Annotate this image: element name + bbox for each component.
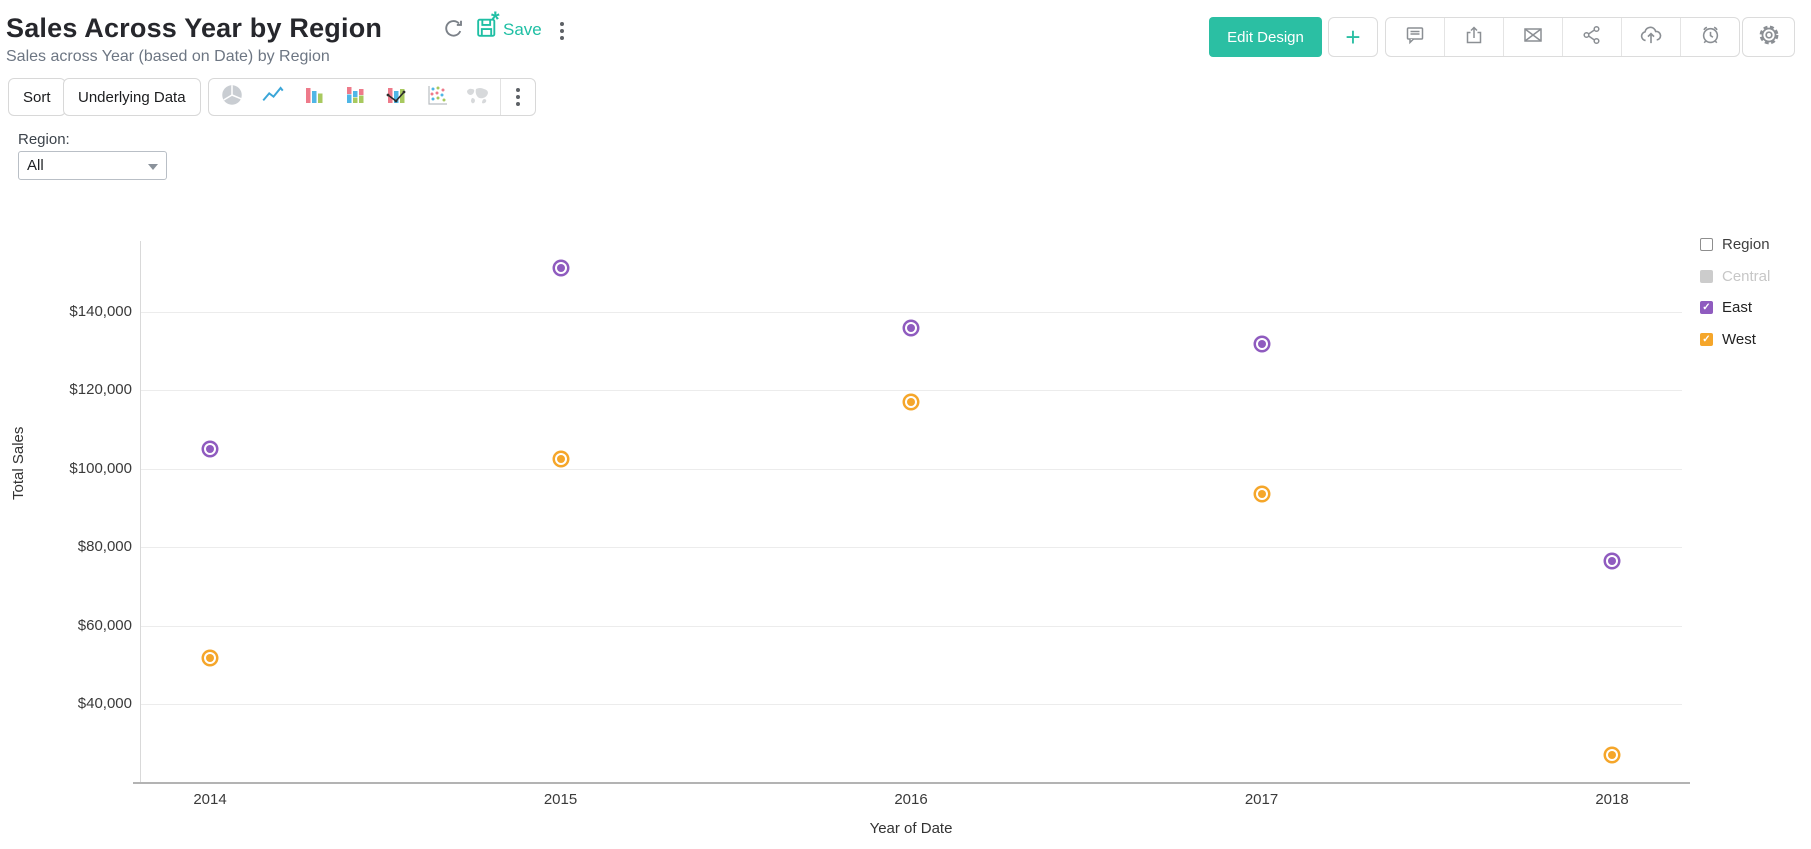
data-point-east[interactable] (1608, 556, 1616, 565)
sort-button[interactable]: Sort (8, 78, 66, 116)
comment-button[interactable] (1386, 18, 1444, 56)
legend-item-east[interactable]: ✓ East (1700, 299, 1752, 316)
y-tick-label: $100,000 (69, 459, 132, 477)
y-tick-label: $60,000 (77, 616, 132, 634)
data-point-east[interactable] (556, 263, 565, 272)
comment-icon (1403, 23, 1427, 52)
save-icon: * (474, 7, 500, 45)
stacked-bar-button[interactable] (334, 79, 375, 115)
legend-checkbox[interactable]: ✓ (1700, 332, 1713, 346)
y-tick-label: $80,000 (77, 538, 132, 556)
export-button[interactable] (1444, 18, 1503, 56)
settings-icon (1756, 22, 1782, 53)
legend-item-label: Central (1722, 267, 1771, 285)
save-button[interactable]: * Save (474, 7, 542, 45)
line-chart-button[interactable] (252, 79, 293, 115)
underlying-data-button[interactable]: Underlying Data (63, 78, 201, 116)
divider (500, 79, 501, 115)
map-chart-button[interactable] (457, 79, 498, 115)
map-chart-icon (464, 83, 492, 112)
y-tick-label: $120,000 (69, 381, 132, 399)
refresh-button[interactable] (437, 16, 469, 48)
scatter-chart-icon (425, 83, 449, 112)
y-gridline (140, 390, 1682, 392)
email-icon (1521, 23, 1545, 52)
line-chart-icon (260, 82, 286, 113)
y-axis-line (140, 241, 141, 783)
chart-type-more-menu[interactable] (503, 79, 533, 115)
x-axis-line (133, 782, 1690, 784)
data-point-east[interactable] (1257, 340, 1266, 349)
legend-item-west[interactable]: ✓ West (1700, 331, 1756, 348)
chart-type-switcher (208, 78, 536, 116)
x-tick-label: 2015 (543, 791, 578, 808)
alert-button[interactable] (1680, 18, 1739, 56)
chevron-down-icon (148, 164, 158, 170)
filter-label: Region: (18, 131, 70, 148)
stacked-bar-icon (343, 83, 367, 112)
refresh-icon (441, 17, 466, 47)
data-point-west[interactable] (907, 398, 915, 407)
edit-design-button[interactable]: Edit Design (1209, 17, 1322, 57)
pie-chart-button[interactable] (211, 79, 252, 115)
add-button[interactable]: + (1328, 17, 1378, 57)
legend-title-row[interactable]: Region (1700, 236, 1770, 253)
legend-item-central[interactable]: Central (1700, 268, 1770, 285)
data-point-west[interactable] (556, 454, 565, 463)
legend-checkbox[interactable] (1700, 269, 1713, 283)
region-filter-value: All (27, 157, 44, 174)
region-filter-select[interactable]: All (18, 151, 167, 180)
legend-item-label: West (1722, 330, 1756, 348)
y-gridline (140, 625, 1682, 627)
y-gridline (140, 311, 1682, 313)
data-point-west[interactable] (1257, 490, 1266, 499)
legend-item-label: East (1722, 299, 1753, 316)
pie-chart-icon (219, 82, 245, 113)
x-tick-label: 2017 (1244, 791, 1279, 808)
publish-icon (1638, 22, 1664, 53)
save-label: Save (503, 20, 542, 39)
combo-chart-button[interactable] (375, 79, 416, 115)
page-subtitle: Sales across Year (based on Date) by Reg… (6, 48, 330, 65)
page-title: Sales Across Year by Region (6, 13, 383, 43)
publish-button[interactable] (1621, 18, 1680, 56)
export-icon (1462, 23, 1486, 52)
share-button[interactable] (1562, 18, 1621, 56)
share-icon (1580, 23, 1604, 52)
data-point-west[interactable] (206, 654, 214, 663)
email-button[interactable] (1503, 18, 1562, 56)
data-point-east[interactable] (206, 445, 214, 454)
bar-chart-button[interactable] (293, 79, 334, 115)
y-tick-label: $40,000 (77, 695, 132, 713)
x-tick-label: 2018 (1595, 791, 1629, 808)
header-action-group (1385, 17, 1740, 57)
legend: Region Central ✓ East ✓ West (1700, 236, 1810, 366)
x-tick-label: 2014 (193, 791, 227, 808)
combo-chart-icon (384, 83, 408, 112)
bar-chart-icon (302, 83, 326, 112)
settings-button[interactable] (1742, 17, 1795, 57)
x-tick-label: 2016 (894, 791, 928, 808)
scatter-chart-button[interactable] (416, 79, 457, 115)
data-point-east[interactable] (907, 323, 915, 332)
header-more-menu[interactable] (552, 14, 572, 50)
y-tick-label: $140,000 (69, 302, 132, 320)
y-gridline (140, 547, 1682, 549)
y-gridline (140, 468, 1682, 470)
y-gridline (140, 704, 1682, 706)
legend-title-checkbox[interactable] (1700, 238, 1713, 251)
save-star-icon: * (491, 7, 500, 32)
alert-icon (1698, 22, 1723, 52)
data-point-west[interactable] (1608, 750, 1616, 759)
x-axis-title: Year of Date (869, 820, 953, 837)
legend-checkbox[interactable]: ✓ (1700, 301, 1713, 314)
legend-title: Region (1722, 236, 1770, 253)
